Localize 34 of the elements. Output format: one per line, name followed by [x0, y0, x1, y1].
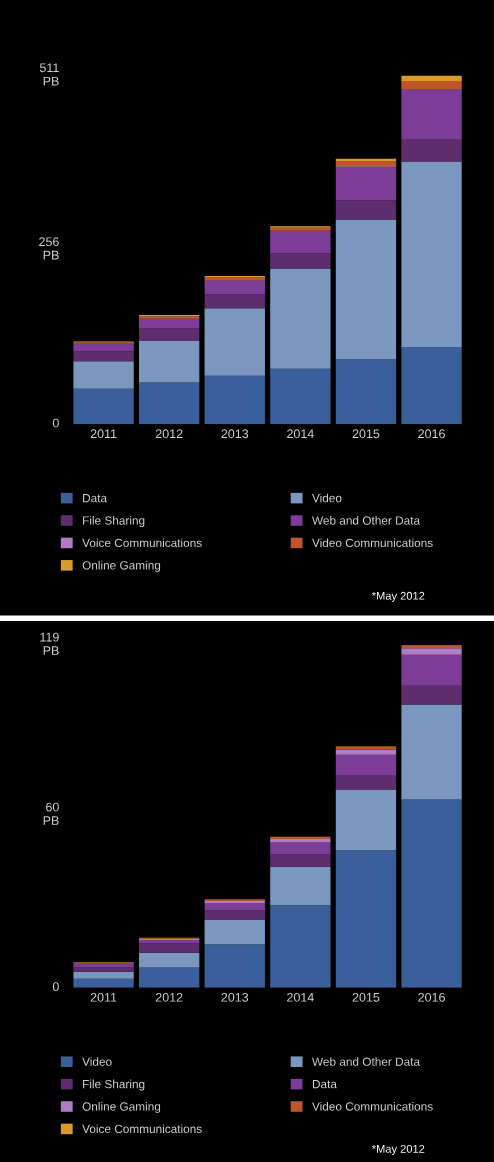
legend-label: File Sharing — [83, 1079, 145, 1091]
x-tick-label: 2012 — [155, 429, 183, 439]
legend-label: Web and Other Data — [312, 1057, 421, 1066]
x-tick-label: 2013 — [221, 992, 249, 1002]
x-tick-label: 2013 — [221, 429, 249, 439]
y-tick-label: 119 PB — [40, 632, 59, 655]
legend-label: Video Communications — [312, 538, 433, 548]
y-tick-label: 0 — [52, 982, 59, 992]
legend-label: Web and Other Data — [312, 516, 421, 525]
legend-label: Video — [312, 493, 342, 503]
legend-label: Video — [82, 1057, 112, 1066]
legend-label: Online Gaming — [82, 560, 161, 572]
x-tick-label: 2015 — [352, 429, 380, 439]
x-tick-label: 2016 — [418, 429, 445, 439]
y-tick-label: 256 PB — [39, 237, 59, 260]
legend-label: Data — [83, 494, 108, 503]
x-tick-label: 2011 — [90, 429, 117, 439]
text: *May 2012 — [371, 591, 425, 602]
y-tick-label: 60 PB — [43, 802, 59, 825]
x-tick-label: 2014 — [287, 992, 314, 1002]
legend-label: Voice Communications — [82, 1124, 202, 1134]
legend-label: Video Communications — [312, 1102, 433, 1111]
legend-label: Online Gaming — [82, 1102, 161, 1113]
x-tick-label: 2014 — [287, 429, 314, 439]
x-tick-label: 2012 — [155, 992, 183, 1002]
legend-label: Voice Communications — [82, 538, 202, 548]
x-tick-label: 2011 — [90, 992, 117, 1002]
y-tick-label: 511 PB — [39, 63, 59, 86]
y-tick-label: 0 — [52, 418, 59, 428]
x-tick-label: 2016 — [418, 992, 445, 1002]
legend-label: Data — [312, 1080, 337, 1089]
legend-label: File Sharing — [83, 516, 145, 528]
text: *May 2012 — [371, 1144, 425, 1156]
x-tick-label: 2015 — [352, 992, 380, 1002]
